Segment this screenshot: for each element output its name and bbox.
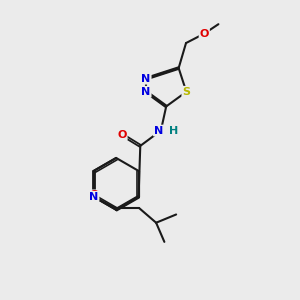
Text: O: O — [200, 28, 209, 39]
Text: S: S — [182, 87, 190, 97]
Text: N: N — [141, 87, 151, 97]
Text: O: O — [89, 190, 98, 200]
Text: O: O — [117, 130, 127, 140]
Text: H: H — [169, 126, 178, 136]
Text: N: N — [141, 74, 151, 84]
Text: N: N — [154, 126, 163, 136]
Text: N: N — [89, 192, 98, 202]
